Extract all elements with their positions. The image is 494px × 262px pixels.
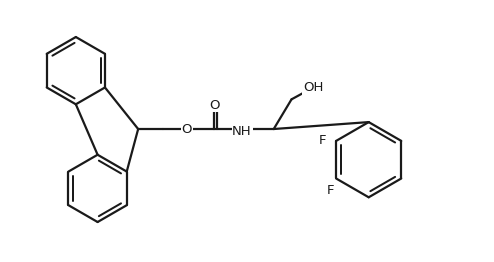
- Text: F: F: [319, 134, 326, 148]
- Text: O: O: [209, 99, 220, 112]
- Text: OH: OH: [303, 81, 324, 94]
- Text: NH: NH: [232, 124, 252, 138]
- Text: F: F: [327, 184, 334, 197]
- Text: O: O: [181, 123, 192, 135]
